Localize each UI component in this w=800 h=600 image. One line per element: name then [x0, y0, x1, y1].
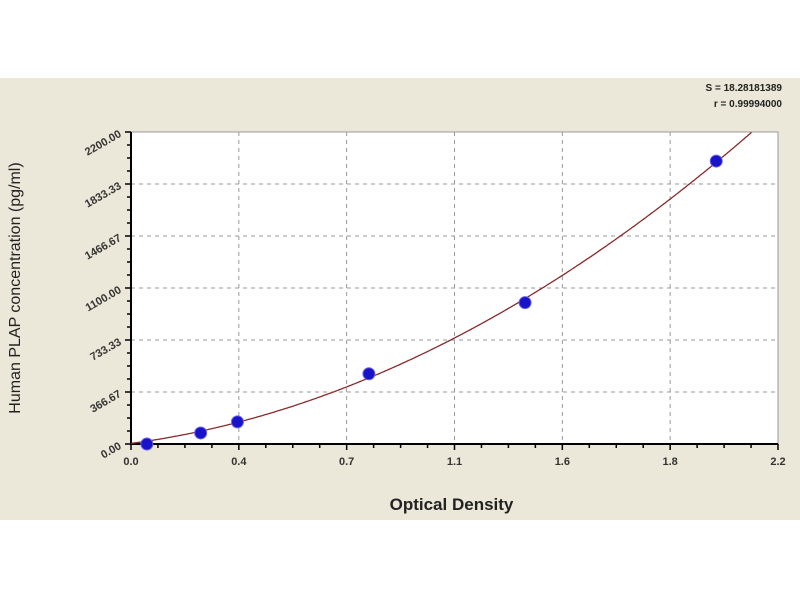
fit-stat-s: S = 18.28181389 — [705, 83, 782, 94]
data-point — [709, 154, 723, 168]
data-point — [194, 426, 208, 440]
x-axis-label: Optical Density — [390, 495, 514, 514]
data-point — [140, 437, 154, 451]
y-tick-label: 2200.00 — [83, 128, 123, 158]
x-tick-label: 0.0 — [123, 456, 138, 468]
x-tick-label: 2.2 — [770, 456, 785, 468]
x-tick-label: 0.4 — [231, 456, 247, 468]
data-point — [518, 296, 532, 310]
y-tick-label: 1100.00 — [84, 284, 124, 314]
x-tick-label: 0.7 — [339, 456, 354, 468]
fit-stat-r: r = 0.99994000 — [713, 99, 782, 110]
y-tick-label: 733.33 — [88, 336, 123, 363]
y-tick-label: 366.67 — [88, 388, 123, 415]
x-tick-label: 1.6 — [555, 456, 570, 468]
y-tick-label: 1466.67 — [83, 232, 123, 262]
y-axis-label: Human PLAP concentration (pg/ml) — [7, 162, 24, 413]
data-point — [230, 415, 244, 429]
x-tick-label: 1.8 — [663, 456, 678, 468]
x-tick-label: 1.1 — [447, 456, 462, 468]
y-tick-label: 0.00 — [99, 440, 124, 461]
data-point — [362, 367, 376, 381]
y-tick-label: 1833.33 — [83, 180, 123, 210]
